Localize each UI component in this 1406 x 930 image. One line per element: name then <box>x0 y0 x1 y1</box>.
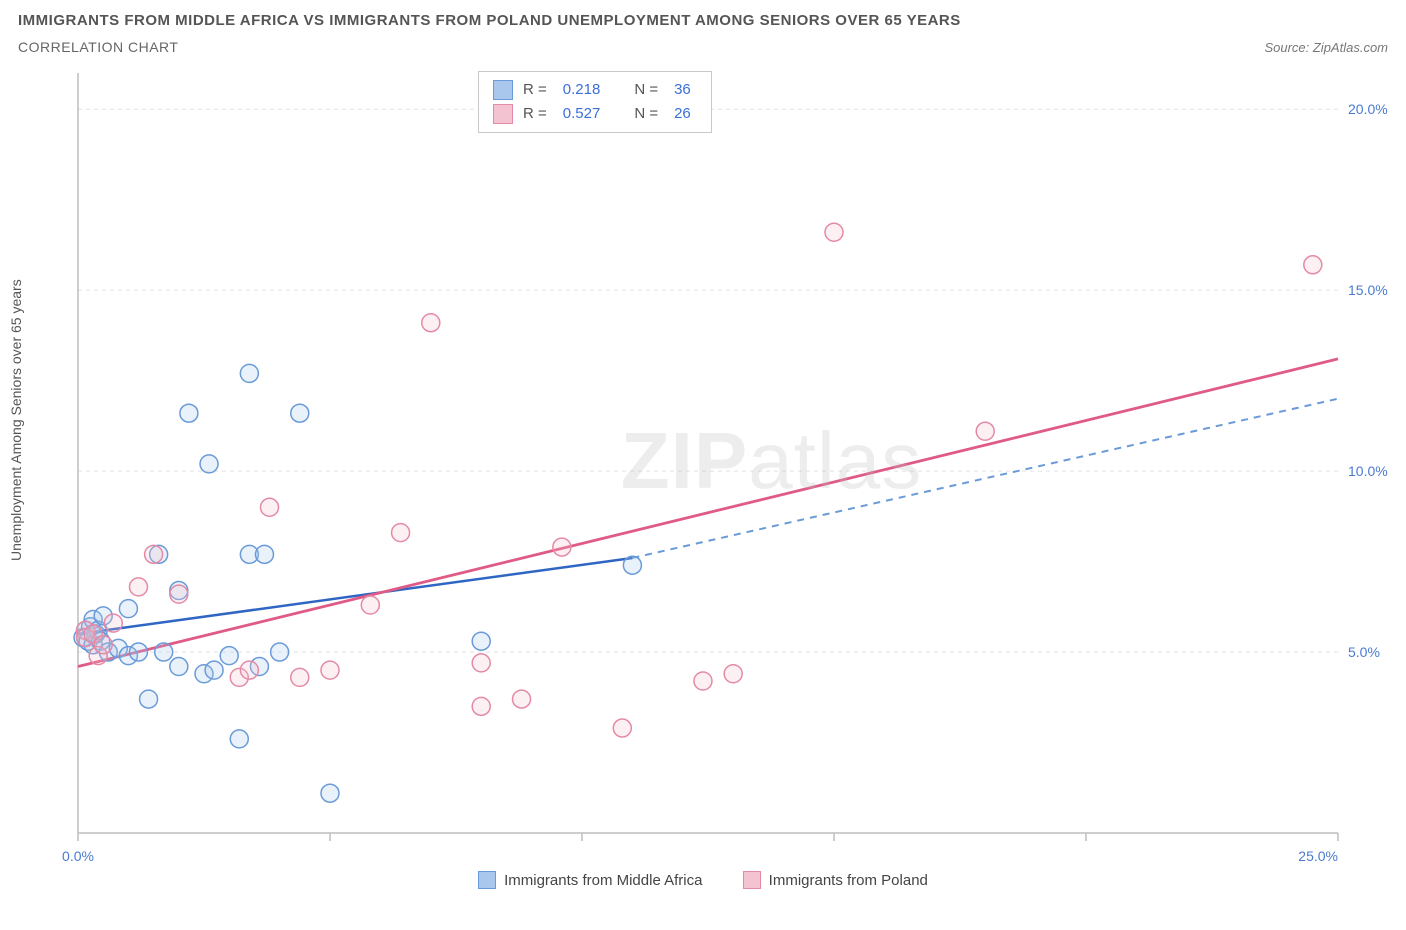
svg-text:25.0%: 25.0% <box>1298 848 1338 864</box>
legend-swatch-icon <box>743 871 761 889</box>
n-label: N = <box>634 102 658 126</box>
chart-subtitle: CORRELATION CHART <box>18 39 961 55</box>
title-bar: IMMIGRANTS FROM MIDDLE AFRICA VS IMMIGRA… <box>18 12 1388 55</box>
chart-container: Unemployment Among Seniors over 65 years… <box>18 63 1388 893</box>
legend-label: Immigrants from Poland <box>769 872 928 889</box>
r-label: R = <box>523 78 547 102</box>
r-label: R = <box>523 102 547 126</box>
svg-text:15.0%: 15.0% <box>1348 282 1388 298</box>
n-label: N = <box>634 78 658 102</box>
r-value: 0.527 <box>563 102 601 126</box>
correlation-row: R = 0.218 N = 36 <box>493 78 697 102</box>
svg-text:0.0%: 0.0% <box>62 848 94 864</box>
svg-text:5.0%: 5.0% <box>1348 644 1380 660</box>
n-value: 26 <box>674 102 691 126</box>
series-swatch-middle-africa <box>493 80 513 100</box>
legend: Immigrants from Middle Africa Immigrants… <box>18 871 1388 893</box>
legend-swatch-icon <box>478 871 496 889</box>
chart-title: IMMIGRANTS FROM MIDDLE AFRICA VS IMMIGRA… <box>18 12 961 29</box>
y-axis-label: Unemployment Among Seniors over 65 years <box>8 279 24 561</box>
scatter-plot: 5.0% 10.0% 15.0% 20.0% 0.0% 25.0% <box>18 63 1388 893</box>
r-value: 0.218 <box>563 78 601 102</box>
series-swatch-poland <box>493 104 513 124</box>
legend-item-middle-africa: Immigrants from Middle Africa <box>478 871 702 889</box>
legend-item-poland: Immigrants from Poland <box>743 871 928 889</box>
correlation-legend: R = 0.218 N = 36 R = 0.527 N = 26 <box>478 71 712 133</box>
correlation-row: R = 0.527 N = 26 <box>493 102 697 126</box>
legend-label: Immigrants from Middle Africa <box>504 872 702 889</box>
n-value: 36 <box>674 78 691 102</box>
svg-text:10.0%: 10.0% <box>1348 463 1388 479</box>
svg-text:20.0%: 20.0% <box>1348 101 1388 117</box>
source-attribution: Source: ZipAtlas.com <box>1264 40 1388 55</box>
